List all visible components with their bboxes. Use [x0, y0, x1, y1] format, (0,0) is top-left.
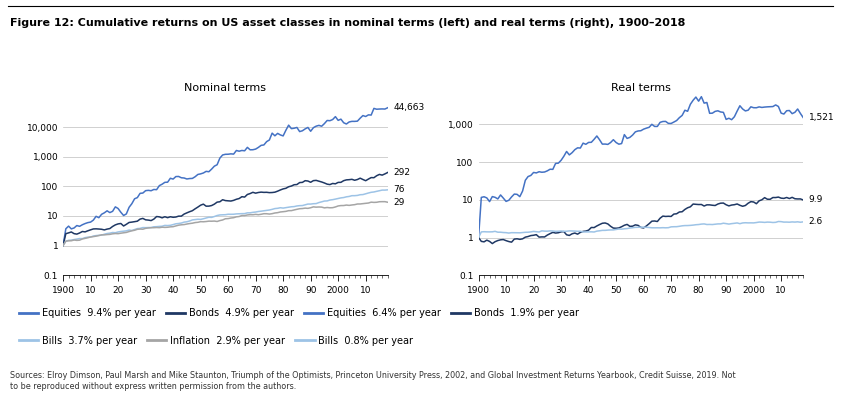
Legend: Bills  3.7% per year, Inflation  2.9% per year, Bills  0.8% per year: Bills 3.7% per year, Inflation 2.9% per …: [15, 332, 417, 350]
Text: Figure 12: Cumulative returns on US asset classes in nominal terms (left) and re: Figure 12: Cumulative returns on US asse…: [10, 18, 685, 28]
Text: 76: 76: [394, 185, 405, 194]
Text: 2.6: 2.6: [809, 217, 822, 227]
Text: 44,663: 44,663: [394, 103, 425, 112]
Title: Real terms: Real terms: [611, 83, 671, 93]
Legend: Equities  9.4% per year, Bonds  4.9% per year, Equities  6.4% per year, Bonds  1: Equities 9.4% per year, Bonds 4.9% per y…: [15, 304, 583, 322]
Text: Sources: Elroy Dimson, Paul Marsh and Mike Staunton, Triumph of the Optimists, P: Sources: Elroy Dimson, Paul Marsh and Mi…: [10, 371, 736, 391]
Text: 1,521: 1,521: [809, 113, 834, 122]
Text: 29: 29: [394, 198, 405, 207]
Text: 292: 292: [394, 168, 410, 177]
Title: Nominal terms: Nominal terms: [184, 83, 267, 93]
Text: 9.9: 9.9: [809, 196, 823, 204]
